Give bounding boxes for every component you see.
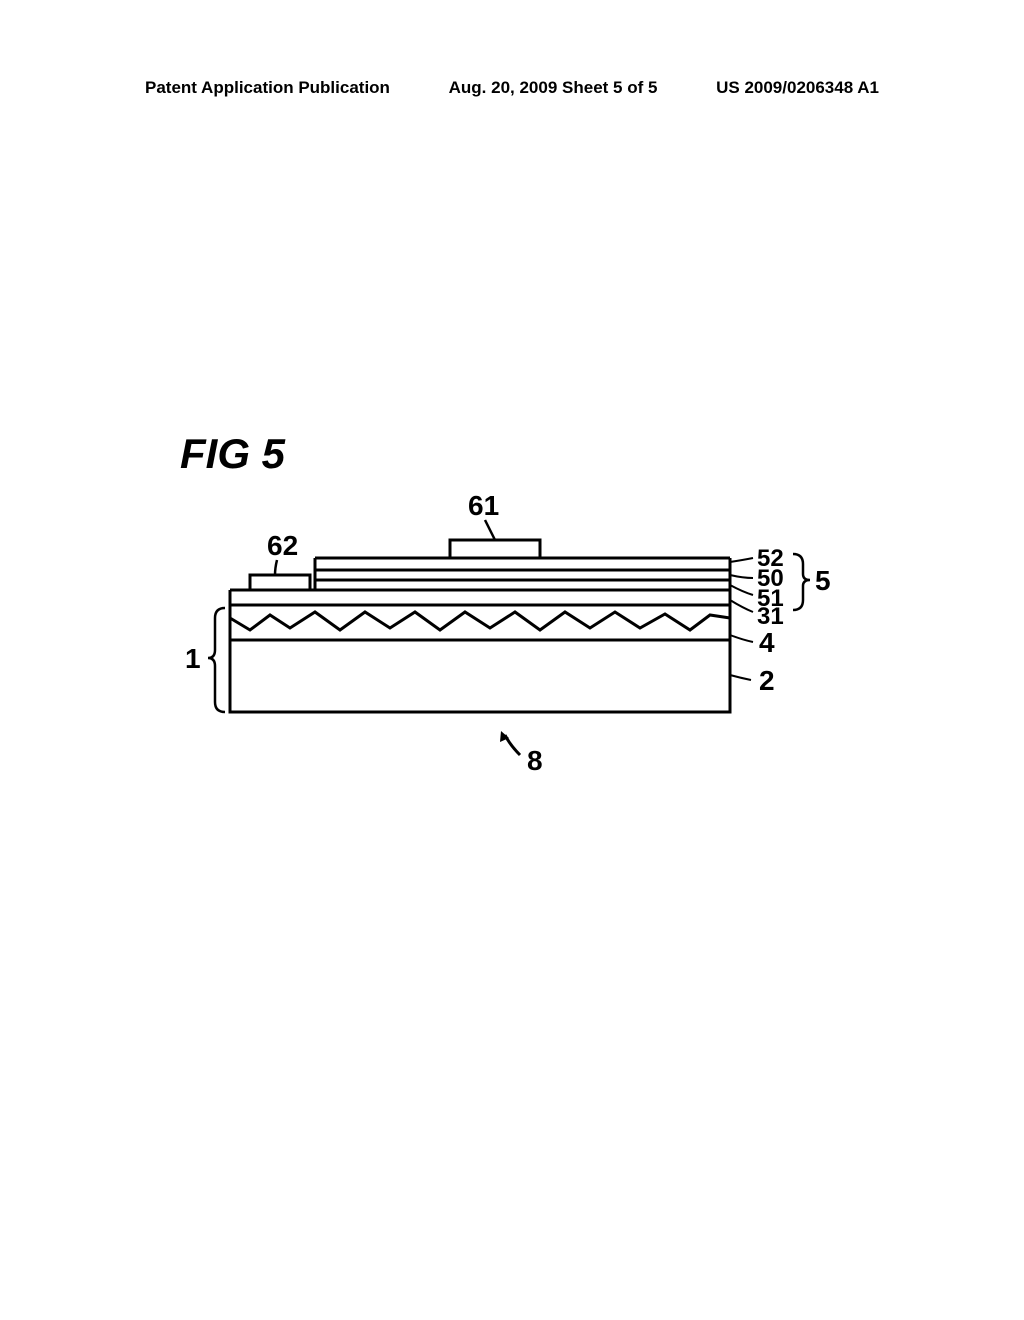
diagram: 61 62 52 50 51 5 31 bbox=[175, 490, 855, 780]
header-publication: Patent Application Publication bbox=[145, 78, 390, 98]
figure-container: FIG 5 bbox=[175, 430, 855, 780]
header-date-sheet: Aug. 20, 2009 Sheet 5 of 5 bbox=[449, 78, 658, 98]
figure-label: FIG 5 bbox=[180, 430, 285, 478]
label-5: 5 bbox=[815, 565, 831, 596]
label-8: 8 bbox=[527, 745, 543, 776]
header-patent-number: US 2009/0206348 A1 bbox=[716, 78, 879, 98]
label-4: 4 bbox=[759, 627, 775, 658]
label-1: 1 bbox=[185, 643, 201, 674]
label-2: 2 bbox=[759, 665, 775, 696]
label-62: 62 bbox=[267, 530, 298, 561]
label-61: 61 bbox=[468, 490, 499, 521]
label-31: 31 bbox=[757, 603, 784, 630]
